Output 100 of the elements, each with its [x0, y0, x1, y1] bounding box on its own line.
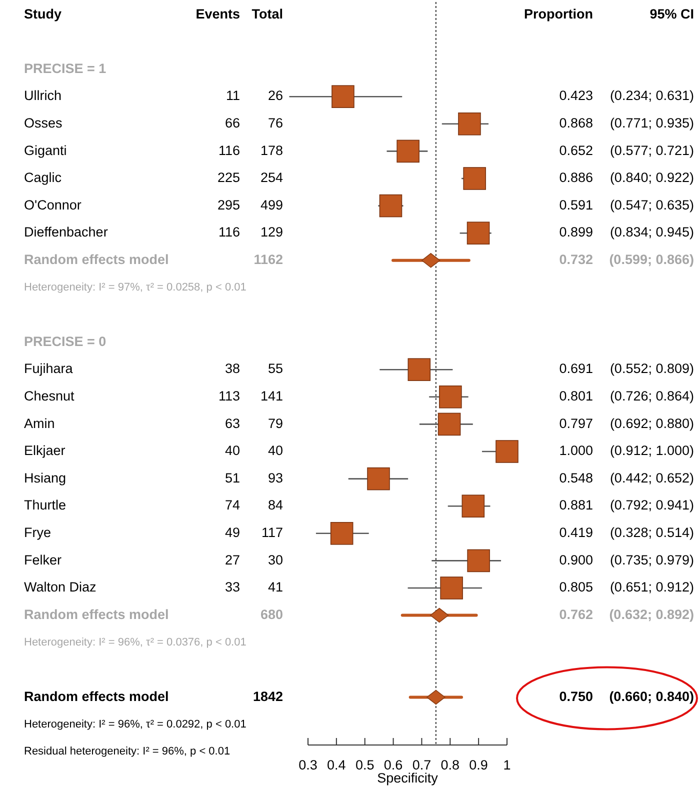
x-tick-label: 0.4: [327, 758, 346, 773]
text: Proportion: [524, 6, 593, 22]
point: [440, 576, 463, 600]
text: 0.797 (0.692; 0.880): [559, 416, 694, 431]
y-tick-label: Heterogeneity: I² = 97%, τ² = 0.0258, p < 0.01: [24, 282, 246, 294]
data-label: 0.732 (0.599; 0.866): [559, 252, 694, 267]
y-tick-label: Random effects model: [24, 606, 169, 622]
text: 0.900 (0.735; 0.979): [559, 552, 694, 568]
y-tick-label: Felker: [24, 552, 62, 568]
point: [408, 358, 431, 381]
text: 41: [268, 580, 283, 595]
y-tick-label: Heterogeneity: I² = 96%, τ² = 0.0292, p < 0.01: [24, 718, 246, 730]
text: 0.548 (0.442; 0.652): [559, 470, 694, 486]
text: 30: [268, 552, 283, 568]
text: Total: [252, 6, 283, 22]
text: 27: [224, 552, 240, 568]
text: 1.000 (0.912; 1.000): [559, 443, 694, 458]
text: 117: [261, 524, 283, 540]
point: [421, 253, 440, 268]
y-tick-label: Hsiang: [24, 470, 66, 486]
text: 55: [268, 361, 283, 376]
text: 0.899 (0.834; 0.945): [559, 224, 694, 240]
text: 0.868 (0.771; 0.935): [559, 115, 694, 130]
text: 0.419 (0.328; 0.514): [559, 524, 694, 540]
text: 116: [218, 142, 240, 158]
y-tick-label: O'Connor: [24, 197, 82, 212]
y-tick-label: Giganti: [24, 142, 67, 158]
y-tick-label: Random effects model: [24, 688, 169, 704]
x-tick-label: 0.8: [440, 758, 460, 773]
point: [439, 386, 462, 408]
text: 0.691 (0.552; 0.809): [559, 361, 694, 376]
point: [332, 85, 354, 108]
y-tick-label: PRECISE = 1: [24, 60, 107, 76]
point: [466, 222, 490, 244]
text: 63: [224, 416, 240, 431]
data-label: 0.750 (0.660; 0.840): [559, 688, 694, 704]
x-tick-label: 0.6: [384, 758, 403, 773]
text: 49: [224, 524, 240, 540]
y-tick-label: Fujihara: [24, 361, 74, 376]
y-tick-label: Heterogeneity: I² = 96%, τ² = 0.0376, p < 0.01: [24, 636, 246, 649]
text: Events: [196, 6, 240, 22]
point: [458, 112, 481, 136]
text: 33: [224, 580, 240, 595]
x-tick-label: 0.9: [469, 758, 488, 773]
text: 40: [224, 443, 240, 458]
text: 1162: [254, 252, 283, 267]
y-tick-label: Elkjaer: [24, 443, 66, 458]
y-tick-label: Osses: [24, 115, 63, 130]
point: [330, 522, 354, 545]
text: Study: [24, 6, 62, 22]
point: [462, 494, 485, 518]
text: 295: [217, 197, 240, 212]
text: 113: [218, 388, 240, 404]
text: 129: [260, 224, 283, 240]
point: [426, 690, 446, 705]
x-tick-label: 0.7: [412, 758, 432, 773]
text: 254: [260, 170, 284, 186]
y-tick-label: Chesnut: [24, 388, 75, 404]
text: 680: [260, 606, 283, 622]
text: 51: [224, 470, 240, 486]
point: [496, 440, 518, 463]
text: 74: [224, 498, 240, 513]
x-axis-title: Specificity: [377, 770, 438, 786]
text: 1842: [252, 688, 283, 704]
y-tick-label: Amin: [24, 416, 55, 431]
text: 0.423 (0.234; 0.631): [559, 88, 694, 104]
point: [438, 412, 461, 436]
point: [396, 140, 420, 163]
text: 0.805 (0.651; 0.912): [559, 580, 694, 595]
text: 66: [224, 115, 240, 130]
point: [463, 167, 486, 190]
text: 95% CI: [650, 6, 694, 22]
y-tick-label: Frye: [24, 524, 51, 540]
point: [367, 467, 390, 490]
text: 0.652 (0.577; 0.721): [559, 142, 694, 158]
text: 0.881 (0.792; 0.941): [559, 498, 694, 513]
point: [467, 549, 490, 572]
text: 499: [260, 197, 283, 212]
text: 84: [268, 498, 284, 513]
text: 178: [260, 142, 283, 158]
text: 38: [224, 361, 240, 376]
text: 11: [226, 88, 240, 104]
text: 26: [268, 88, 283, 104]
x-tick-label: 0.5: [355, 758, 374, 773]
x-tick-label: 0.3: [298, 758, 318, 773]
y-tick-label: Ullrich: [24, 88, 62, 104]
x-tick-label: 1: [503, 758, 511, 773]
y-tick-label: Caglic: [24, 170, 62, 186]
text: 76: [268, 115, 283, 130]
text: 40: [268, 443, 283, 458]
text: 0.801 (0.726; 0.864): [559, 388, 694, 404]
y-tick-label: Random effects model: [24, 252, 169, 267]
point: [379, 194, 402, 218]
y-tick-label: Residual heterogeneity: I² = 96%, p < 0.01: [24, 746, 230, 758]
text: 79: [268, 416, 283, 431]
text: 225: [217, 170, 240, 186]
text: 116: [218, 224, 240, 240]
text: 141: [260, 388, 283, 404]
y-tick-label: Dieffenbacher: [24, 224, 108, 240]
text: 0.886 (0.840; 0.922): [559, 170, 694, 186]
